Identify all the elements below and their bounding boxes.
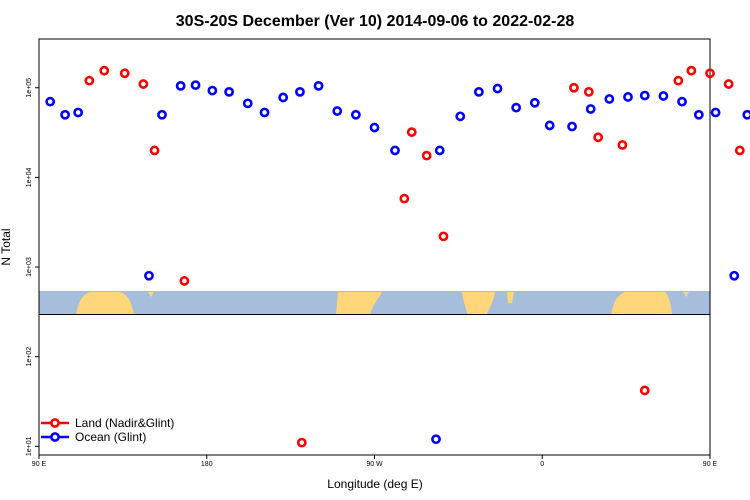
data-point [723, 79, 734, 89]
data-point [617, 140, 628, 150]
data-point [492, 83, 503, 94]
data-point [567, 121, 577, 132]
x-tick-label: 90 E [703, 461, 718, 468]
data-point [369, 122, 380, 133]
data-point [332, 106, 343, 116]
legend-label: Land (Nadir&Glint) [75, 416, 174, 430]
data-point [390, 145, 400, 156]
data-point [60, 109, 70, 120]
data-point [593, 132, 604, 143]
data-point [157, 109, 167, 120]
map-land-australia [76, 292, 134, 315]
x-tick-label: 180 [201, 461, 213, 468]
data-point [438, 231, 449, 242]
data-point [179, 276, 190, 286]
data-point [313, 80, 324, 91]
map-land-south-america [336, 292, 382, 315]
map-strip [39, 291, 710, 315]
data-point [686, 65, 697, 76]
x-tick-label: 0 [540, 461, 544, 468]
data-point [677, 96, 687, 107]
data-point [455, 111, 466, 122]
data-point [673, 75, 684, 86]
data-point [278, 92, 289, 103]
data-point [705, 68, 715, 79]
data-point [544, 120, 555, 131]
map-land-madagascar [507, 292, 514, 303]
data-point [144, 270, 154, 281]
data-point [84, 75, 95, 86]
data-point [734, 145, 745, 156]
x-tick-label: 90 W [366, 461, 383, 468]
data-point [242, 98, 253, 109]
data-point [99, 65, 110, 76]
y-tick-label: 1e+02 [26, 347, 33, 367]
data-point [511, 102, 522, 113]
data-point [729, 270, 740, 281]
data-point [623, 92, 633, 102]
data-point [149, 145, 160, 156]
x-axis-label: Longitude (deg E) [327, 477, 422, 491]
data-point [350, 109, 361, 120]
data-point [742, 109, 750, 120]
x-axis: 90 E 180 90 W 0 90 E [32, 455, 718, 468]
legend: Land (Nadir&Glint)Ocean (Glint) [41, 416, 174, 444]
series-layer [45, 65, 750, 448]
data-point [583, 86, 594, 97]
y-axis-label: N Total [0, 228, 13, 265]
chart-title: 30S-20S December (Ver 10) 2014-09-06 to … [176, 13, 575, 30]
map-land-australia-repeat [611, 292, 672, 315]
y-tick-label: 1e+04 [26, 167, 33, 187]
map-land-africa [462, 292, 495, 315]
data-point [431, 434, 441, 445]
data-point [259, 107, 270, 118]
legend-label: Ocean (Glint) [75, 430, 146, 444]
data-point [604, 94, 615, 104]
data-point [138, 79, 149, 89]
data-point [710, 107, 721, 118]
data-point [45, 96, 56, 107]
map-land-nz [148, 292, 154, 297]
data-point [529, 97, 540, 108]
y-axis: 1e+01 1e+02 1e+03 1e+04 1e+05 [26, 78, 39, 456]
legend-marker [50, 432, 60, 442]
data-point [399, 193, 410, 204]
data-point [295, 86, 305, 97]
data-point [224, 86, 235, 97]
data-point [693, 109, 704, 120]
data-point [639, 90, 650, 101]
data-point [421, 150, 432, 161]
data-point [569, 82, 579, 93]
series-0 [84, 65, 745, 448]
x-tick-label: 90 E [32, 461, 47, 468]
map-land-nz-repeat [683, 292, 689, 297]
y-tick-label: 1e+03 [26, 257, 33, 277]
y-tick-label: 1e+05 [26, 78, 33, 98]
data-point [473, 86, 484, 97]
data-point [175, 80, 186, 91]
data-point [207, 85, 218, 96]
data-point [658, 91, 669, 101]
y-tick-label: 1e+01 [26, 436, 33, 456]
data-point [296, 437, 307, 448]
data-point [190, 80, 201, 91]
series-1 [45, 80, 750, 445]
data-point [119, 68, 130, 79]
data-point [406, 127, 417, 138]
data-point [585, 104, 596, 114]
data-point [434, 145, 445, 156]
data-point [639, 385, 650, 396]
data-point [73, 107, 84, 118]
legend-marker [50, 418, 60, 428]
